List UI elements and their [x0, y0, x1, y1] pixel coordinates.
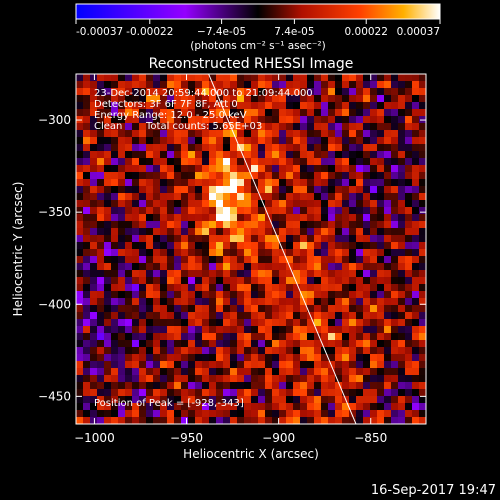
x-axis-label: Heliocentric X (arcsec): [183, 447, 319, 461]
colorbar-ticks: -0.00037 -0.00022 −7.4e-05 7.4e-05 0.00022 0.…: [75, 19, 441, 38]
y-tick-label: −400: [38, 297, 71, 311]
colorbar-unit-label: (photons cm⁻² s⁻¹ asec⁻²): [190, 40, 325, 52]
annotation-method: Clean: [94, 121, 122, 132]
colorbar-tick-label: -0.00037: [76, 26, 123, 38]
solar-limb-line: [208, 74, 357, 424]
annotation-detectors: Detectors: 3F 6F 7F 8F, Att 0: [94, 99, 238, 110]
y-tick-label: −450: [38, 389, 71, 403]
colorbar-tick-label: −7.4e-05: [197, 26, 246, 38]
annotation-energy: Energy Range: 12.0 - 25.0 keV: [94, 110, 247, 121]
annotation-time: 23-Dec-2014 20:59:44.000 to 21:09:44.000: [94, 88, 313, 99]
x-tick-label: −950: [170, 431, 203, 445]
chart-title: Reconstructed RHESSI Image: [149, 56, 354, 72]
colorbar-tick-label: 0.00037: [397, 26, 440, 38]
x-tick-label: −1000: [74, 431, 115, 445]
y-axis-label: Heliocentric Y (arcsec): [11, 182, 25, 317]
y-tick-label: −300: [38, 113, 71, 127]
annotation-counts: Total counts: 5.65E+03: [145, 121, 262, 132]
colorbar-tick-label: 0.00022: [345, 26, 388, 38]
x-tick-label: −900: [262, 431, 295, 445]
axes: −1000 −950 −900 −850 −450 −400 −350 −300: [38, 74, 426, 445]
peak-position-label: Position of Peak = [-928,-343]: [94, 398, 244, 409]
annotation-block: 23-Dec-2014 20:59:44.000 to 21:09:44.000…: [94, 88, 313, 132]
plot-frame: [75, 73, 427, 425]
x-tick-label: −850: [354, 431, 387, 445]
colorbar-tick-label: -0.00022: [126, 26, 173, 38]
colorbar: [75, 3, 441, 20]
colorbar-tick-label: 7.4e-05: [274, 26, 314, 38]
heatmap: [76, 74, 426, 424]
y-tick-label: −350: [38, 205, 71, 219]
timestamp: 16-Sep-2017 19:47: [371, 483, 496, 498]
